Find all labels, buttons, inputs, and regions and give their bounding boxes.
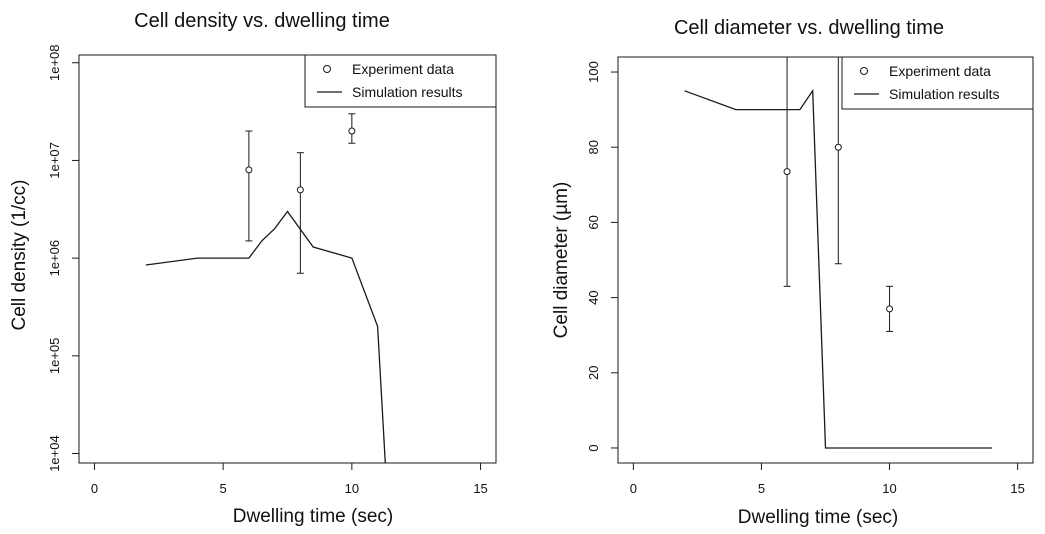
density-experiment-point: [296, 186, 304, 194]
diameter-legend-label: Simulation results: [889, 86, 1000, 102]
diameter-plot-area: [684, 57, 992, 449]
diameter-x-tick-label: 10: [882, 481, 896, 496]
diameter-y-tick-label: 40: [586, 290, 601, 304]
density-y-tick-label: 1e+06: [47, 240, 62, 277]
density-legend-label: Experiment data: [352, 61, 454, 77]
diameter-x-axis-label: Dwelling time (sec): [738, 507, 898, 528]
diameter-plot-frame: [617, 56, 1034, 464]
diameter-x-tick-label: 0: [630, 481, 637, 496]
diameter-experiment-point: [783, 168, 791, 176]
density-legend-label: Simulation results: [352, 84, 463, 100]
density-experiment-point: [245, 166, 253, 174]
diameter-legend: Experiment data Simulation results: [841, 56, 1034, 110]
density-y-tick-label: 1e+04: [47, 435, 62, 472]
diameter-x-tick-label: 15: [1010, 481, 1024, 496]
density-experiment-point: [348, 127, 356, 135]
diameter-chart: Cell diameter vs. dwelling time Dwelling…: [551, 17, 1034, 528]
diameter-legend-label: Experiment data: [889, 63, 991, 79]
diameter-y-tick-label: 60: [586, 215, 601, 229]
density-x-tick-label: 10: [345, 481, 359, 496]
diameter-legend-point-symbol: [860, 67, 868, 75]
diameter-y-tick-label: 100: [586, 61, 601, 83]
density-legend-box: [304, 54, 497, 108]
density-x-tick-label: 15: [473, 481, 487, 496]
diameter-y-tick-label: 0: [586, 444, 601, 451]
diameter-simulation-line: [684, 88, 992, 449]
density-y-axis-label: Cell density (1/cc): [9, 180, 30, 331]
diameter-experiment-point: [834, 143, 842, 151]
density-y-tick-label: 1e+05: [47, 338, 62, 375]
density-simulation-line: [145, 210, 386, 463]
density-y-tick-label: 1e+07: [47, 142, 62, 179]
diameter-experiment-point: [886, 305, 894, 313]
diameter-y-tick-label: 80: [586, 140, 601, 154]
density-chart: Cell density vs. dwelling time Dwelling …: [9, 10, 497, 527]
density-x-tick-label: 0: [91, 481, 98, 496]
diameter-y-tick-label: 20: [586, 366, 601, 380]
diameter-legend-box: [841, 56, 1034, 110]
diameter-x-tick-label: 5: [758, 481, 765, 496]
density-chart-title: Cell density vs. dwelling time: [134, 10, 390, 32]
diameter-y-axis-label: Cell diameter (µm): [551, 182, 572, 339]
density-y-tick-label: 1e+08: [47, 44, 62, 81]
density-legend: Experiment data Simulation results: [304, 54, 497, 108]
density-x-axis-label: Dwelling time (sec): [233, 506, 393, 527]
diameter-chart-title: Cell diameter vs. dwelling time: [674, 17, 944, 39]
density-x-tick-label: 5: [220, 481, 227, 496]
density-plot-area: [145, 113, 386, 463]
density-plot-frame: [78, 54, 497, 464]
density-legend-point-symbol: [323, 65, 331, 73]
